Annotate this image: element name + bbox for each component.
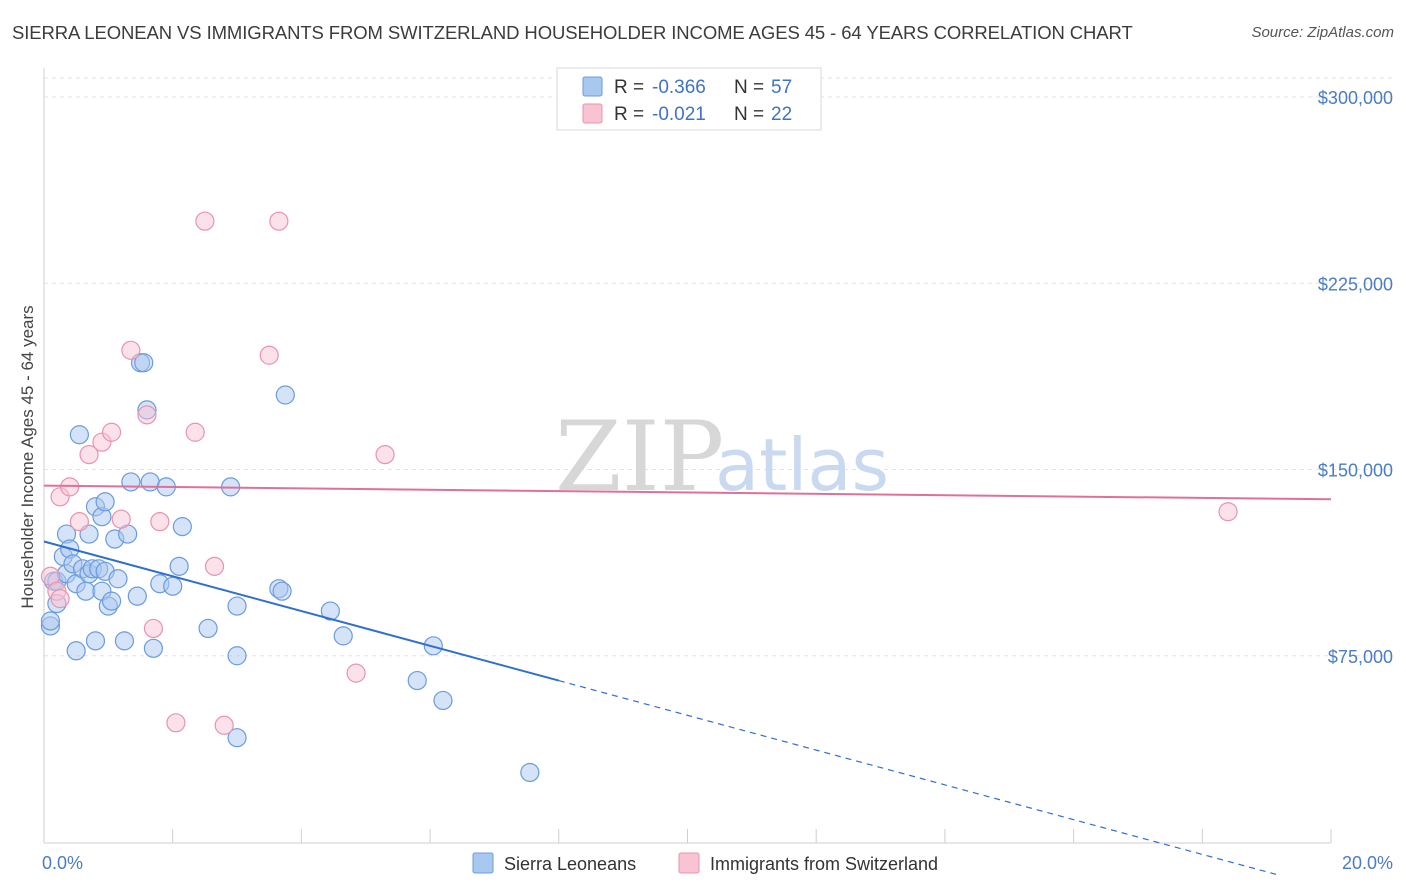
point-series2-14 [166, 713, 186, 733]
x-tick-label-min: 0.0% [42, 853, 83, 873]
point-series1-28 [108, 569, 128, 589]
trend-line-series1 [43, 540, 560, 682]
source-label: Source: ZipAtlas.com [1251, 24, 1394, 41]
bottom-legend-swatch-sierra-leoneans [472, 852, 494, 874]
point-series2-20 [269, 211, 289, 231]
legend-r-label-1: R = [614, 77, 644, 98]
bottom-legend-swatch-switzerland [678, 852, 700, 874]
point-series1-42 [172, 517, 192, 537]
y-axis-label: Householder Income Ages 45 - 64 years [18, 305, 37, 608]
point-series2-9 [111, 509, 131, 529]
x-tick-label-max: 20.0% [1342, 853, 1393, 873]
point-series1-34 [134, 353, 154, 373]
legend-box: R = -0.366 N = 57 R = -0.021 N = 22 [556, 67, 822, 131]
y-tick-labels: $75,000 $150,000 $225,000 $300,000 [1318, 88, 1393, 667]
point-series1-40 [163, 576, 183, 596]
point-series2-22 [375, 445, 395, 465]
watermark-zip: ZIP [555, 401, 724, 513]
point-series1-49 [275, 385, 295, 405]
y-tick-label-300000: $300,000 [1318, 88, 1393, 108]
legend-swatch-switzerland [582, 103, 603, 124]
point-series1-43 [198, 618, 218, 639]
watermark: ZIP atlas [555, 401, 889, 513]
point-series1-26 [101, 591, 122, 611]
legend-swatch-sierra-leoneans [582, 76, 603, 97]
point-series1-45 [227, 646, 247, 666]
legend-n-label-1: N = [734, 77, 764, 98]
point-series1-51 [333, 626, 353, 646]
point-series1-23 [95, 492, 115, 512]
point-series1-31 [121, 472, 141, 492]
point-series1-54 [433, 690, 453, 711]
point-series2-23 [1218, 502, 1238, 522]
point-series1-36 [140, 472, 160, 492]
point-series1-18 [85, 631, 106, 651]
point-series2-11 [137, 405, 157, 425]
legend-n-label-2: N = [734, 104, 764, 125]
bottom-legend: Sierra Leoneans Immigrants from Switzerl… [472, 852, 938, 874]
y-tick-label-150000: $150,000 [1318, 461, 1393, 481]
point-series2-15 [185, 422, 205, 442]
point-series1-14 [76, 581, 96, 601]
point-series1-55 [520, 762, 540, 783]
point-series1-46 [227, 596, 247, 616]
legend-r-label-2: R = [614, 104, 644, 125]
point-series1-41 [169, 556, 189, 576]
point-series2-17 [204, 556, 225, 576]
point-series1-29 [114, 631, 135, 651]
trend-line-dashed-series1 [558, 680, 1280, 876]
grid-lines [44, 77, 1393, 657]
data-points [40, 211, 1238, 783]
point-series2-12 [143, 618, 163, 639]
trend-lines [43, 484, 1332, 876]
y-tick-label-225000: $225,000 [1318, 274, 1393, 294]
point-series1-11 [66, 641, 86, 661]
point-series1-56 [272, 581, 292, 601]
legend-r-value-2: -0.021 [652, 104, 706, 125]
point-series2-5 [69, 512, 89, 532]
point-series2-21 [346, 663, 366, 683]
point-series2-19 [259, 345, 279, 365]
point-series2-2 [50, 589, 70, 609]
point-series2-13 [150, 512, 170, 532]
point-series1-50 [320, 601, 340, 621]
legend-n-value-2: 22 [771, 104, 792, 125]
point-series1-47 [227, 728, 247, 748]
point-series2-6 [79, 445, 99, 465]
legend-r-value-1: -0.366 [652, 77, 706, 98]
point-series1-32 [127, 586, 147, 606]
chart-title: SIERRA LEONEAN VS IMMIGRANTS FROM SWITZE… [12, 22, 1133, 43]
point-series2-8 [101, 422, 122, 442]
bottom-legend-label-sierra-leoneans: Sierra Leoneans [504, 854, 636, 874]
point-series2-16 [195, 211, 215, 231]
point-series1-1 [40, 611, 61, 631]
legend-n-value-1: 57 [771, 77, 792, 98]
point-series1-12 [69, 425, 89, 445]
axes [43, 68, 1332, 844]
point-series1-52 [407, 670, 427, 691]
point-series2-18 [214, 715, 234, 735]
y-tick-label-75000: $75,000 [1328, 647, 1393, 667]
point-series1-37 [143, 638, 163, 658]
bottom-legend-label-switzerland: Immigrants from Switzerland [710, 854, 938, 874]
trend-line-series2 [43, 484, 1332, 501]
point-series2-10 [121, 340, 141, 360]
